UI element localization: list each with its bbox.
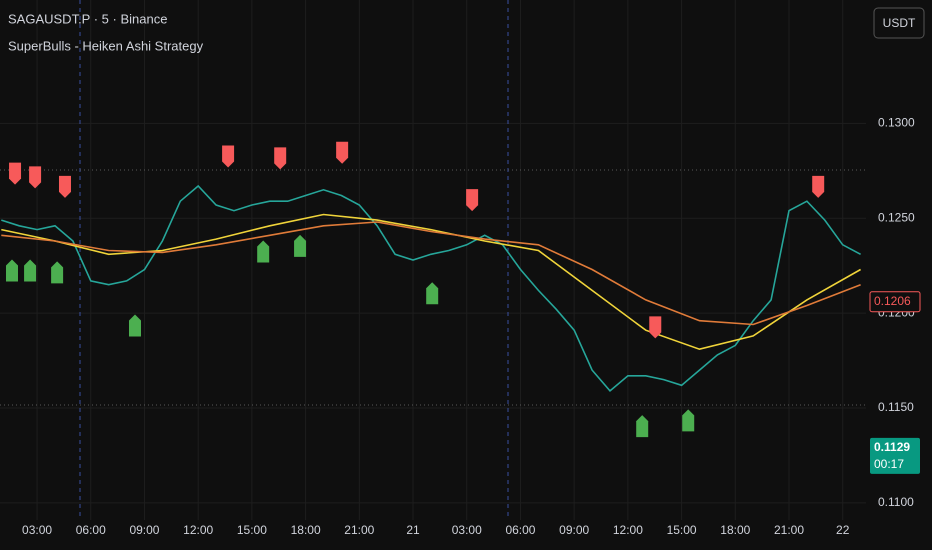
sell-signal bbox=[466, 189, 479, 212]
price-line bbox=[1, 221, 861, 326]
sell-signal bbox=[274, 147, 287, 170]
x-tick-label: 06:00 bbox=[76, 523, 106, 537]
price-box bbox=[869, 291, 921, 313]
axes: 03:00 06:00 09:00 12:00 15:00 18:00 21:00 21 03:… bbox=[22, 116, 921, 537]
sell-signal bbox=[58, 175, 71, 198]
chart-title: SAGAUSDT.P · 5 · Binance bbox=[8, 11, 167, 26]
x-tick-label: 18:00 bbox=[291, 523, 321, 537]
indicator-title: SuperBulls - Heiken Ashi Strategy bbox=[8, 38, 204, 53]
x-tick-label: 21:00 bbox=[774, 523, 804, 537]
x-tick-label: 09:00 bbox=[129, 523, 159, 537]
buy-signal bbox=[5, 259, 18, 282]
x-tick-label: 18:00 bbox=[720, 523, 750, 537]
y-tick-label: 0.1150 bbox=[878, 400, 914, 414]
price-line bbox=[1, 184, 861, 393]
sell-signal bbox=[222, 145, 235, 168]
y-tick-label: 0.1250 bbox=[878, 210, 915, 224]
sell-signal bbox=[29, 166, 42, 189]
x-tick-label: 21 bbox=[406, 523, 420, 537]
buy-signal bbox=[128, 314, 141, 337]
y-tick-label: 0.1100 bbox=[878, 495, 914, 509]
plot bbox=[1, 141, 861, 438]
x-tick-label: 03:00 bbox=[22, 523, 52, 537]
sell-signal bbox=[336, 141, 349, 164]
sell-signal bbox=[812, 175, 825, 198]
sell-signal bbox=[649, 316, 662, 339]
buy-signal bbox=[682, 409, 695, 432]
buy-signal bbox=[426, 282, 439, 305]
buy-signal bbox=[636, 415, 649, 438]
grid bbox=[0, 0, 866, 520]
buy-signal bbox=[294, 234, 307, 257]
buy-signal bbox=[24, 259, 37, 282]
x-tick-label: 12:00 bbox=[183, 523, 213, 537]
buy-signal bbox=[51, 261, 64, 284]
countdown-label: 00:17 bbox=[874, 457, 904, 471]
sell-signal bbox=[9, 162, 22, 185]
x-tick-label: 09:00 bbox=[559, 523, 589, 537]
x-tick-label: 12:00 bbox=[613, 523, 643, 537]
x-tick-label: 22 bbox=[836, 523, 850, 537]
currency-button-label[interactable]: USDT bbox=[883, 16, 916, 30]
y-tick-label: 0.1300 bbox=[878, 116, 915, 130]
x-tick-label: 21:00 bbox=[344, 523, 374, 537]
x-tick-label: 06:00 bbox=[505, 523, 535, 537]
currency-button[interactable] bbox=[873, 7, 925, 39]
x-tick-label: 03:00 bbox=[452, 523, 482, 537]
x-tick-label: 15:00 bbox=[667, 523, 697, 537]
last-price-box bbox=[870, 437, 920, 474]
buy-signal bbox=[257, 240, 270, 263]
x-tick-label: 15:00 bbox=[237, 523, 267, 537]
price-label: 0.1206 bbox=[874, 294, 911, 308]
price-label: 0.1129 bbox=[874, 440, 910, 454]
